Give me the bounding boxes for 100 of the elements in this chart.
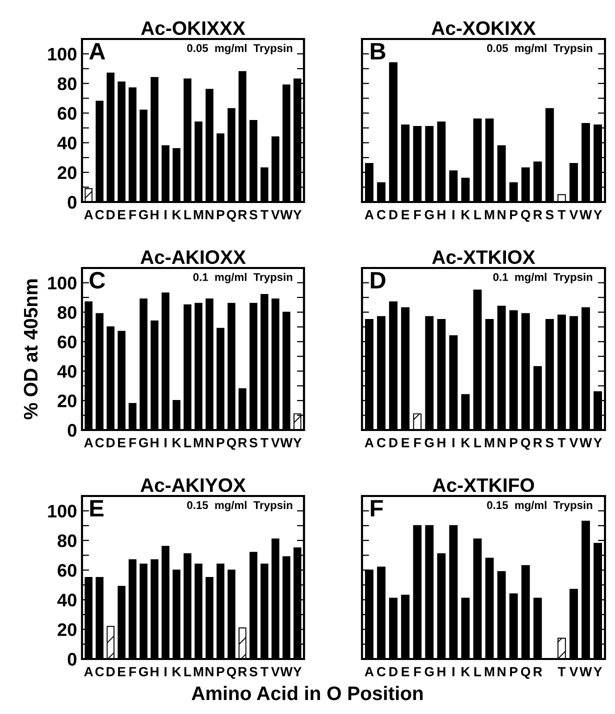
x-tick-label: Q — [521, 210, 530, 222]
x-tick-label: N — [498, 667, 506, 676]
x-tick-label: V — [271, 667, 280, 676]
x-tick-label: E — [118, 210, 126, 220]
x-tick-label: I — [164, 210, 166, 220]
x-tick-label: C — [95, 438, 104, 448]
x-tick-label: K — [172, 667, 182, 676]
x-tick-label: S — [546, 210, 554, 220]
y-tick-label: 80 — [58, 77, 76, 90]
x-tick-label: L — [184, 210, 192, 220]
annotation: F — [370, 500, 383, 516]
x-tick-label: H — [150, 667, 158, 676]
x-tick-label: D — [389, 438, 398, 448]
x-tick-label: S — [249, 666, 258, 676]
y-tick-label: 20 — [58, 394, 76, 408]
x-tick-label: V — [569, 210, 578, 220]
x-tick-label: T — [558, 438, 566, 448]
x-tick-label: L — [474, 210, 482, 220]
annotation: 0.15 mg/ml Trypsin — [187, 500, 292, 512]
x-tick-label: H — [150, 438, 158, 448]
y-tick-label: 60 — [58, 336, 76, 348]
x-tick-label: F — [414, 438, 421, 448]
y-tick-label: 0 — [68, 196, 76, 209]
x-tick-label: C — [95, 666, 104, 676]
annotation: 0.15 mg/ml Trypsin — [487, 500, 592, 512]
x-tick-label: M — [194, 210, 204, 220]
x-tick-label: C — [377, 438, 386, 448]
chart-title: Ac-AKIOXX — [140, 250, 246, 264]
x-tick-label: S — [249, 438, 258, 448]
x-tick-label: Y — [293, 438, 302, 448]
y-axis-title: % OD at 405nm — [24, 279, 38, 420]
annotation: 0.05 mg/ml Trypsin — [187, 44, 292, 54]
x-tick-label: G — [138, 666, 148, 676]
x-tick-label: P — [216, 210, 224, 220]
x-tick-label: K — [462, 667, 470, 676]
x-tick-label: A — [364, 667, 374, 676]
x-tick-label: G — [138, 210, 148, 220]
x-tick-label: N — [206, 210, 214, 220]
x-tick-label: R — [238, 438, 247, 448]
chart-title: Ac-XTKIOX — [432, 250, 536, 264]
y-tick-label: 100 — [48, 504, 76, 518]
x-tick-label: H — [438, 210, 446, 220]
x-tick-label: R — [238, 210, 247, 220]
x-tick-label: V — [271, 438, 280, 448]
x-tick-label: N — [498, 210, 506, 220]
x-tick-label: E — [402, 667, 410, 676]
y-tick-label: 80 — [58, 534, 76, 548]
annotation: D — [370, 272, 386, 288]
annotation: 0.1 mg/ml Trypsin — [493, 272, 592, 284]
x-tick-label: R — [238, 667, 247, 676]
x-tick-label: N — [206, 438, 214, 448]
y-tick-label: 0 — [68, 424, 76, 437]
x-tick-label: W — [580, 438, 592, 448]
x-tick-label: Y — [594, 667, 602, 676]
x-axis-title: Amino Acid in O Position — [192, 686, 423, 700]
chart-title: Ac-XOKIXX — [432, 21, 536, 36]
x-tick-label: M — [194, 438, 204, 448]
x-tick-label: F — [129, 210, 136, 220]
x-tick-label: Y — [594, 438, 602, 448]
annotation: A — [89, 43, 106, 60]
x-tick-label: I — [452, 438, 454, 448]
y-tick-label: 40 — [57, 136, 76, 150]
x-tick-label: G — [424, 666, 434, 676]
x-tick-label: P — [216, 667, 224, 676]
x-tick-label: E — [118, 667, 126, 676]
annotation: E — [90, 500, 104, 516]
x-tick-label: D — [106, 210, 115, 220]
x-tick-label: M — [484, 438, 494, 448]
x-tick-label: P — [216, 438, 224, 448]
x-tick-label: P — [510, 667, 518, 676]
y-tick-label: 0 — [68, 652, 76, 666]
x-tick-label: T — [260, 438, 268, 448]
x-tick-label: R — [534, 210, 542, 220]
x-tick-label: Y — [594, 210, 602, 220]
x-tick-label: C — [95, 210, 104, 220]
x-tick-label: F — [414, 667, 421, 676]
x-tick-label: V — [569, 667, 578, 676]
x-tick-label: D — [106, 438, 115, 448]
x-tick-label: K — [172, 210, 182, 220]
y-tick-label: 40 — [57, 594, 76, 606]
x-tick-label: H — [438, 438, 446, 448]
x-tick-label: F — [129, 438, 136, 448]
y-tick-label: 100 — [48, 48, 76, 61]
y-tick-label: 100 — [48, 276, 76, 290]
x-tick-label: I — [452, 667, 454, 676]
annotation: C — [90, 272, 106, 289]
x-tick-label: V — [271, 210, 280, 220]
x-tick-label: Y — [293, 667, 302, 676]
x-tick-label: L — [184, 438, 192, 448]
x-tick-label: K — [462, 438, 470, 448]
x-tick-label: C — [377, 210, 386, 220]
y-tick-label: 60 — [58, 107, 76, 120]
x-tick-label: E — [118, 438, 126, 448]
x-tick-label: Y — [293, 210, 302, 220]
x-tick-label: W — [280, 438, 293, 448]
x-tick-label: A — [364, 438, 374, 448]
annotation: 0.1 mg/ml Trypsin — [193, 272, 292, 284]
x-tick-label: E — [402, 210, 410, 220]
x-tick-label: A — [84, 667, 94, 676]
x-tick-label: K — [172, 438, 182, 448]
